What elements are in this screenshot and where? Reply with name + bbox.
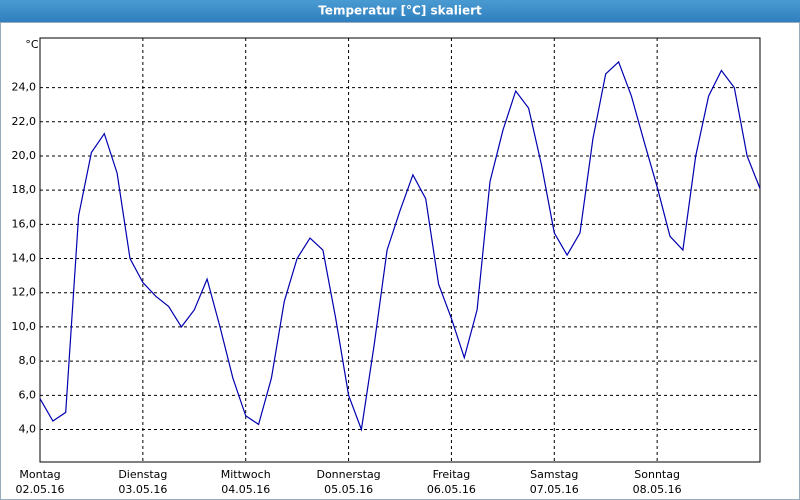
x-tick-label: Donnerstag xyxy=(316,468,380,481)
y-axis-label: °C xyxy=(25,38,39,51)
x-tick-date: 03.05.16 xyxy=(118,483,167,496)
temperature-line xyxy=(39,60,761,432)
y-tick-label: 20,0 xyxy=(12,149,37,162)
y-tick-label: 6,0 xyxy=(19,388,37,401)
x-tick-date: 06.05.16 xyxy=(427,483,476,496)
plot-area xyxy=(39,37,761,463)
y-tick-label: 4,0 xyxy=(19,423,37,436)
x-tick-label: Dienstag xyxy=(118,468,167,481)
y-tick-label: 8,0 xyxy=(19,354,37,367)
x-tick-label: Freitag xyxy=(433,468,471,481)
y-tick-label: 10,0 xyxy=(12,320,37,333)
y-tick-label: 16,0 xyxy=(12,217,37,230)
y-tick-label: 12,0 xyxy=(12,286,37,299)
x-tick-date: 04.05.16 xyxy=(221,483,270,496)
title-bar xyxy=(0,0,800,22)
y-tick-label: 24,0 xyxy=(12,81,37,94)
chart-title: Temperatur [°C] skaliert xyxy=(318,4,482,18)
x-tick-date: 08.05.16 xyxy=(633,483,682,496)
x-tick-date: 02.05.16 xyxy=(16,483,65,496)
x-tick-date: 05.05.16 xyxy=(324,483,373,496)
x-tick-label: Mittwoch xyxy=(221,468,271,481)
x-tick-label: Samstag xyxy=(530,468,578,481)
frame xyxy=(0,22,800,500)
x-tick-label: Montag xyxy=(19,468,60,481)
x-tick-date: 07.05.16 xyxy=(530,483,579,496)
x-tick-label: Sonntag xyxy=(634,468,680,481)
y-tick-label: 22,0 xyxy=(12,115,37,128)
y-tick-label: 14,0 xyxy=(12,252,37,265)
y-tick-label: 18,0 xyxy=(12,183,37,196)
